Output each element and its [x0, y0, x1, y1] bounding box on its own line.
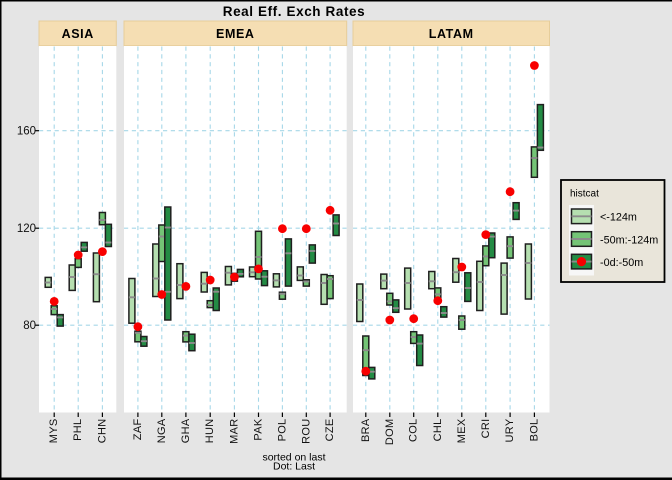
svg-text:Dot: Last: Dot: Last: [273, 460, 315, 472]
svg-text:Real Eff. Exch Rates: Real Eff. Exch Rates: [223, 4, 366, 19]
svg-text:MEX: MEX: [456, 418, 468, 443]
svg-text:HUN: HUN: [204, 419, 216, 444]
svg-text:LATAM: LATAM: [429, 27, 474, 41]
svg-text:PHL: PHL: [72, 419, 84, 441]
svg-text:URY: URY: [504, 418, 516, 442]
svg-text:BRA: BRA: [360, 418, 372, 442]
svg-text:BOL: BOL: [528, 419, 540, 442]
svg-text:COL: COL: [408, 419, 420, 443]
svg-text:CRI: CRI: [480, 419, 492, 439]
svg-text:ROU: ROU: [300, 419, 312, 444]
svg-text:histcat: histcat: [570, 189, 599, 200]
svg-text:MAR: MAR: [228, 419, 240, 444]
svg-text:PAK: PAK: [253, 418, 265, 440]
svg-text:160: 160: [17, 126, 36, 138]
svg-text:ASIA: ASIA: [62, 27, 94, 41]
svg-text:MYS: MYS: [48, 419, 60, 444]
svg-text:CHN: CHN: [96, 419, 108, 444]
svg-text:<-124m: <-124m: [600, 212, 637, 224]
svg-text:GHA: GHA: [180, 418, 192, 443]
svg-text:CZE: CZE: [324, 419, 336, 442]
svg-text:-50m:-124m: -50m:-124m: [600, 234, 658, 246]
svg-text:80: 80: [23, 320, 36, 332]
svg-text:sorted on last: sorted on last: [262, 452, 325, 464]
svg-text:NGA: NGA: [156, 418, 168, 443]
svg-text:POL: POL: [276, 419, 288, 442]
svg-text:120: 120: [17, 223, 36, 235]
svg-text:ZAF: ZAF: [132, 419, 144, 441]
svg-text:EMEA: EMEA: [216, 27, 255, 41]
svg-text:DOM: DOM: [384, 419, 396, 446]
svg-text:-0d:-50m: -0d:-50m: [600, 257, 643, 269]
svg-text:CHL: CHL: [432, 419, 444, 442]
